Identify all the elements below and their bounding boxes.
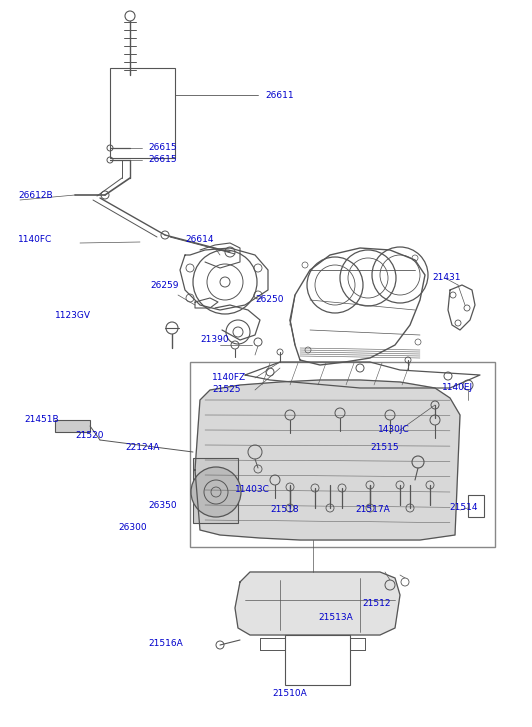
Text: 21514: 21514 bbox=[449, 504, 478, 513]
Text: 21510A: 21510A bbox=[272, 688, 307, 697]
Text: 21390: 21390 bbox=[200, 335, 229, 345]
Bar bbox=[285, 635, 350, 685]
Circle shape bbox=[356, 364, 364, 372]
Text: 1140FZ: 1140FZ bbox=[212, 374, 246, 382]
Text: 26611: 26611 bbox=[265, 90, 294, 100]
Text: 21513A: 21513A bbox=[318, 614, 353, 622]
Text: 1140EJ: 1140EJ bbox=[442, 384, 473, 393]
Bar bbox=[190, 362, 495, 547]
Text: 26250: 26250 bbox=[255, 295, 284, 305]
Circle shape bbox=[266, 368, 274, 376]
Text: 1430JC: 1430JC bbox=[378, 425, 410, 435]
Text: 26615: 26615 bbox=[148, 143, 177, 153]
Circle shape bbox=[191, 467, 241, 517]
Text: 21516A: 21516A bbox=[148, 638, 183, 648]
Text: 26259: 26259 bbox=[150, 281, 179, 289]
Text: 1140FC: 1140FC bbox=[18, 236, 52, 244]
Text: 21517A: 21517A bbox=[355, 505, 390, 515]
Text: 26612B: 26612B bbox=[18, 190, 53, 199]
Text: 21451B: 21451B bbox=[24, 416, 59, 425]
Text: 21520: 21520 bbox=[75, 430, 104, 440]
Text: 1123GV: 1123GV bbox=[55, 310, 91, 319]
Text: 26350: 26350 bbox=[148, 500, 177, 510]
Bar bbox=[55, 420, 90, 432]
Text: 26614: 26614 bbox=[185, 236, 213, 244]
Text: 21525: 21525 bbox=[212, 385, 240, 395]
Text: 21515: 21515 bbox=[370, 443, 398, 452]
Circle shape bbox=[444, 372, 452, 380]
Polygon shape bbox=[195, 380, 460, 540]
Text: 26615: 26615 bbox=[148, 156, 177, 164]
Polygon shape bbox=[235, 572, 400, 635]
Text: 21518: 21518 bbox=[270, 505, 298, 515]
Text: 21512: 21512 bbox=[362, 598, 390, 608]
Text: 11403C: 11403C bbox=[235, 486, 270, 494]
Text: 22124A: 22124A bbox=[125, 443, 160, 452]
Text: 26300: 26300 bbox=[118, 523, 147, 532]
Bar bbox=[193, 458, 238, 523]
Text: 21431: 21431 bbox=[432, 273, 461, 283]
Bar bbox=[468, 495, 484, 517]
Bar bbox=[110, 68, 175, 158]
